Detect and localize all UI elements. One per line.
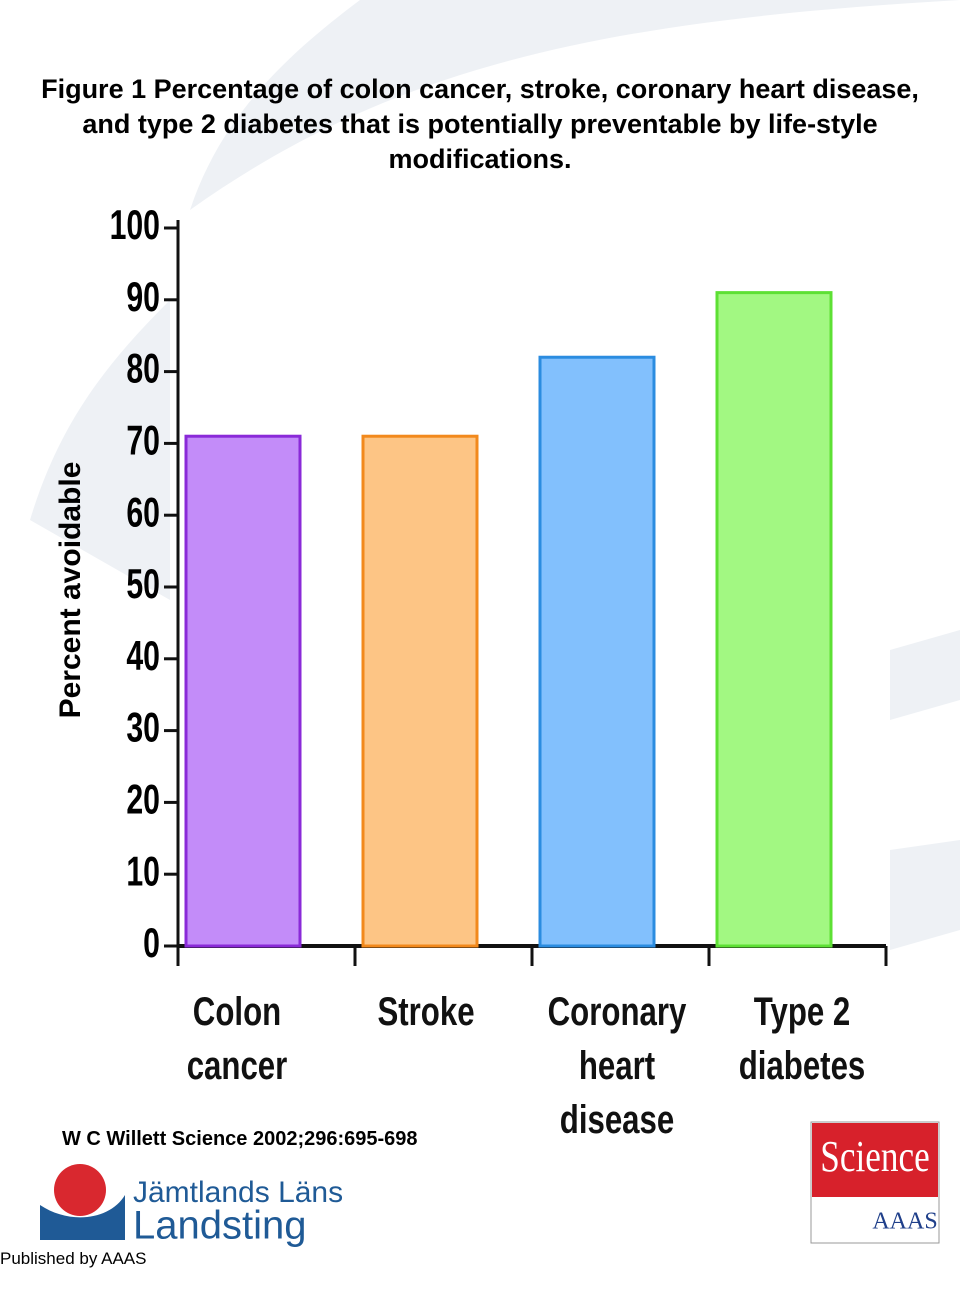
chart-title: Figure 1 Percentage of colon cancer, str…	[41, 74, 919, 174]
footer: Published by AAAS	[0, 1249, 147, 1268]
x-tick-label: Type 2 diabetes	[738, 990, 866, 1088]
bar	[538, 355, 656, 948]
background-swoosh	[890, 840, 960, 950]
background-swoosh	[190, 0, 960, 210]
y-tick-label: 60	[126, 488, 160, 535]
science-logo-name: Science	[820, 1131, 929, 1181]
logo-line1: Jämtlands Läns	[133, 1176, 343, 1209]
x-tick-label: Colon cancer	[186, 990, 288, 1088]
background-swoosh	[890, 630, 960, 720]
y-tick-label: 90	[126, 273, 160, 320]
y-tick-label: 20	[126, 776, 160, 823]
x-tick-label: Coronary heart disease	[547, 990, 687, 1142]
x-tick-label: Stroke	[377, 990, 475, 1034]
y-axis-label: Percent avoidable	[54, 462, 87, 719]
y-tick-label: 50	[126, 560, 160, 607]
y-tick-label: 70	[126, 417, 160, 464]
background-swoosh	[30, 300, 170, 600]
y-tick-label: 80	[126, 345, 160, 392]
y-tick-label: 40	[126, 632, 160, 679]
logo-wave	[40, 1195, 125, 1240]
y-tick-label: 10	[126, 847, 160, 894]
science-logo-org: AAAS	[872, 1209, 937, 1235]
science-logo-band	[812, 1123, 938, 1197]
y-tick-label: 30	[126, 704, 160, 751]
y-tick-label: 0	[143, 919, 160, 966]
bar	[361, 434, 479, 948]
logo-sun	[54, 1164, 106, 1216]
bar	[184, 434, 302, 948]
citation: W C Willett Science 2002;296:695-698	[62, 1128, 418, 1150]
logo-line2: Landsting	[133, 1204, 306, 1248]
y-tick-label: 100	[110, 201, 160, 248]
bar	[715, 291, 833, 948]
